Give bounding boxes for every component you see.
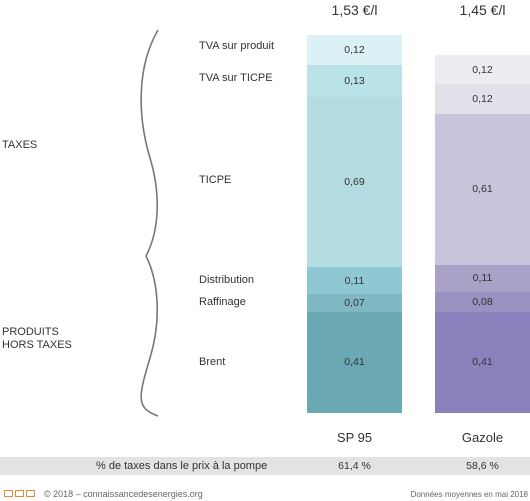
column-gazole: 0,41 0,08 0,11 0,61 0,12 0,12 bbox=[435, 0, 530, 501]
tax-share-row bbox=[0, 457, 530, 475]
column-name-sp95: SP 95 bbox=[336, 430, 373, 445]
bar-gazole-distribution: 0,11 bbox=[435, 264, 530, 292]
data-label: 0,12 bbox=[472, 63, 493, 76]
logo-shape-3 bbox=[26, 490, 35, 497]
data-label: 0,61 bbox=[472, 183, 493, 196]
price-sp95: 1,53 €/l bbox=[331, 2, 378, 18]
price-gazole: 1,45 €/l bbox=[459, 2, 506, 18]
tax-share-sp95: 61,4 % bbox=[338, 460, 371, 472]
data-label: 0,12 bbox=[472, 93, 493, 106]
bar-gazole-ticpe: 0,61 bbox=[435, 114, 530, 265]
group-label-products-line2: HORS TAXES bbox=[2, 339, 72, 351]
data-label: 0,41 bbox=[472, 356, 493, 369]
logo-shape-1 bbox=[4, 490, 13, 497]
group-label-products: PRODUITS HORS TAXES bbox=[2, 326, 72, 352]
bar-sp95-tva-ticpe: 0,13 bbox=[307, 64, 402, 97]
bar-sp95-distribution: 0,11 bbox=[307, 267, 402, 295]
bar-gazole-brent: 0,41 bbox=[435, 311, 530, 413]
group-label-products-line1: PRODUITS bbox=[2, 326, 59, 338]
group-brace bbox=[140, 29, 159, 417]
row-label-distribution: Distribution bbox=[199, 274, 255, 286]
bar-gazole-raffinage: 0,08 bbox=[435, 291, 530, 312]
data-label: 0,08 bbox=[472, 295, 493, 308]
cde-logo bbox=[4, 490, 35, 497]
data-label: 0,12 bbox=[344, 43, 365, 56]
footer-copyright: © 2018 – connaissancedesenergies.org bbox=[44, 489, 203, 499]
bar-sp95-ticpe: 0,69 bbox=[307, 96, 402, 268]
bar-sp95-raffinage: 0,07 bbox=[307, 294, 402, 312]
data-label: 0,13 bbox=[344, 74, 365, 87]
group-label-taxes: TAXES bbox=[2, 139, 38, 151]
column-name-gazole: Gazole bbox=[461, 430, 504, 445]
bar-gazole-tva-ticpe: 0,12 bbox=[435, 84, 530, 115]
logo-shape-2 bbox=[15, 490, 24, 497]
data-label: 0,11 bbox=[344, 274, 365, 287]
data-label: 0,11 bbox=[472, 272, 493, 285]
data-label: 0,07 bbox=[344, 297, 365, 310]
data-label: 0,69 bbox=[344, 176, 365, 189]
data-label: 0,41 bbox=[344, 356, 365, 369]
row-label-brent: Brent bbox=[199, 356, 226, 368]
column-sp95: 0,41 0,07 0,11 0,69 0,13 0,12 bbox=[307, 0, 402, 501]
row-label-raffinage: Raffinage bbox=[199, 296, 246, 308]
footer-note: Données moyennes en mai 2018 bbox=[410, 490, 528, 499]
bar-sp95-tva-produit: 0,12 bbox=[307, 35, 402, 65]
row-label-tva-ticpe: TVA sur TICPE bbox=[199, 72, 273, 84]
tax-share-label: % de taxes dans le prix à la pompe bbox=[96, 460, 268, 472]
bar-sp95-brent: 0,41 bbox=[307, 311, 402, 413]
bar-gazole-tva-produit: 0,12 bbox=[435, 54, 530, 85]
row-label-ticpe: TICPE bbox=[199, 174, 232, 186]
row-label-tva-produit: TVA sur produit bbox=[199, 40, 274, 52]
tax-share-gazole: 58,6 % bbox=[466, 460, 499, 472]
